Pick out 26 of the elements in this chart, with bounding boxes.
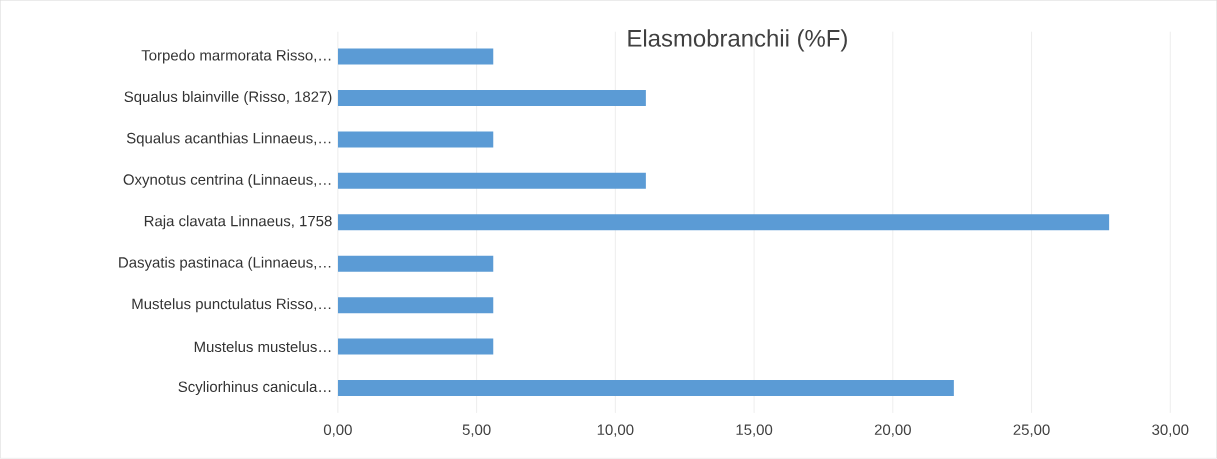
y-tick-label: Dasyatis pastinaca (Linnaeus,… (119, 256, 331, 271)
bar (337, 214, 1110, 231)
y-tick-label: Raja clavata Linnaeus, 1758 (144, 215, 332, 230)
y-tick-label: Squalus acanthias Linnaeus,… (126, 132, 331, 147)
bar (337, 173, 646, 190)
y-tick-label: Mustelus punctulatus Risso,… (132, 298, 331, 313)
x-tick-label: 0,00 (323, 424, 352, 437)
bar (337, 255, 494, 272)
y-tick-label: Oxynotus centrina (Linnaeus,… (123, 174, 331, 189)
x-tick-label: 30,00 (1152, 424, 1189, 437)
bar (337, 380, 954, 397)
x-tick-label: 15,00 (736, 424, 773, 437)
y-tick-label: Squalus blainville (Risso, 1827) (124, 91, 332, 106)
x-tick-label: 25,00 (1013, 424, 1050, 437)
x-tick-label: 5,00 (462, 424, 491, 437)
bar (337, 90, 646, 107)
bar (337, 48, 494, 65)
chart-title: Elasmobranchii (%F) (628, 29, 847, 52)
y-tick-label: Scyliorhinus canicula… (178, 381, 331, 396)
bar (337, 338, 494, 355)
y-tick-label: Mustelus mustelus… (194, 341, 331, 353)
bar (337, 297, 494, 314)
x-tick-label: 10,00 (597, 424, 634, 437)
x-tick-label: 20,00 (874, 424, 911, 437)
y-tick-label: Torpedo marmorata Risso,… (141, 49, 331, 64)
bar (337, 131, 494, 148)
